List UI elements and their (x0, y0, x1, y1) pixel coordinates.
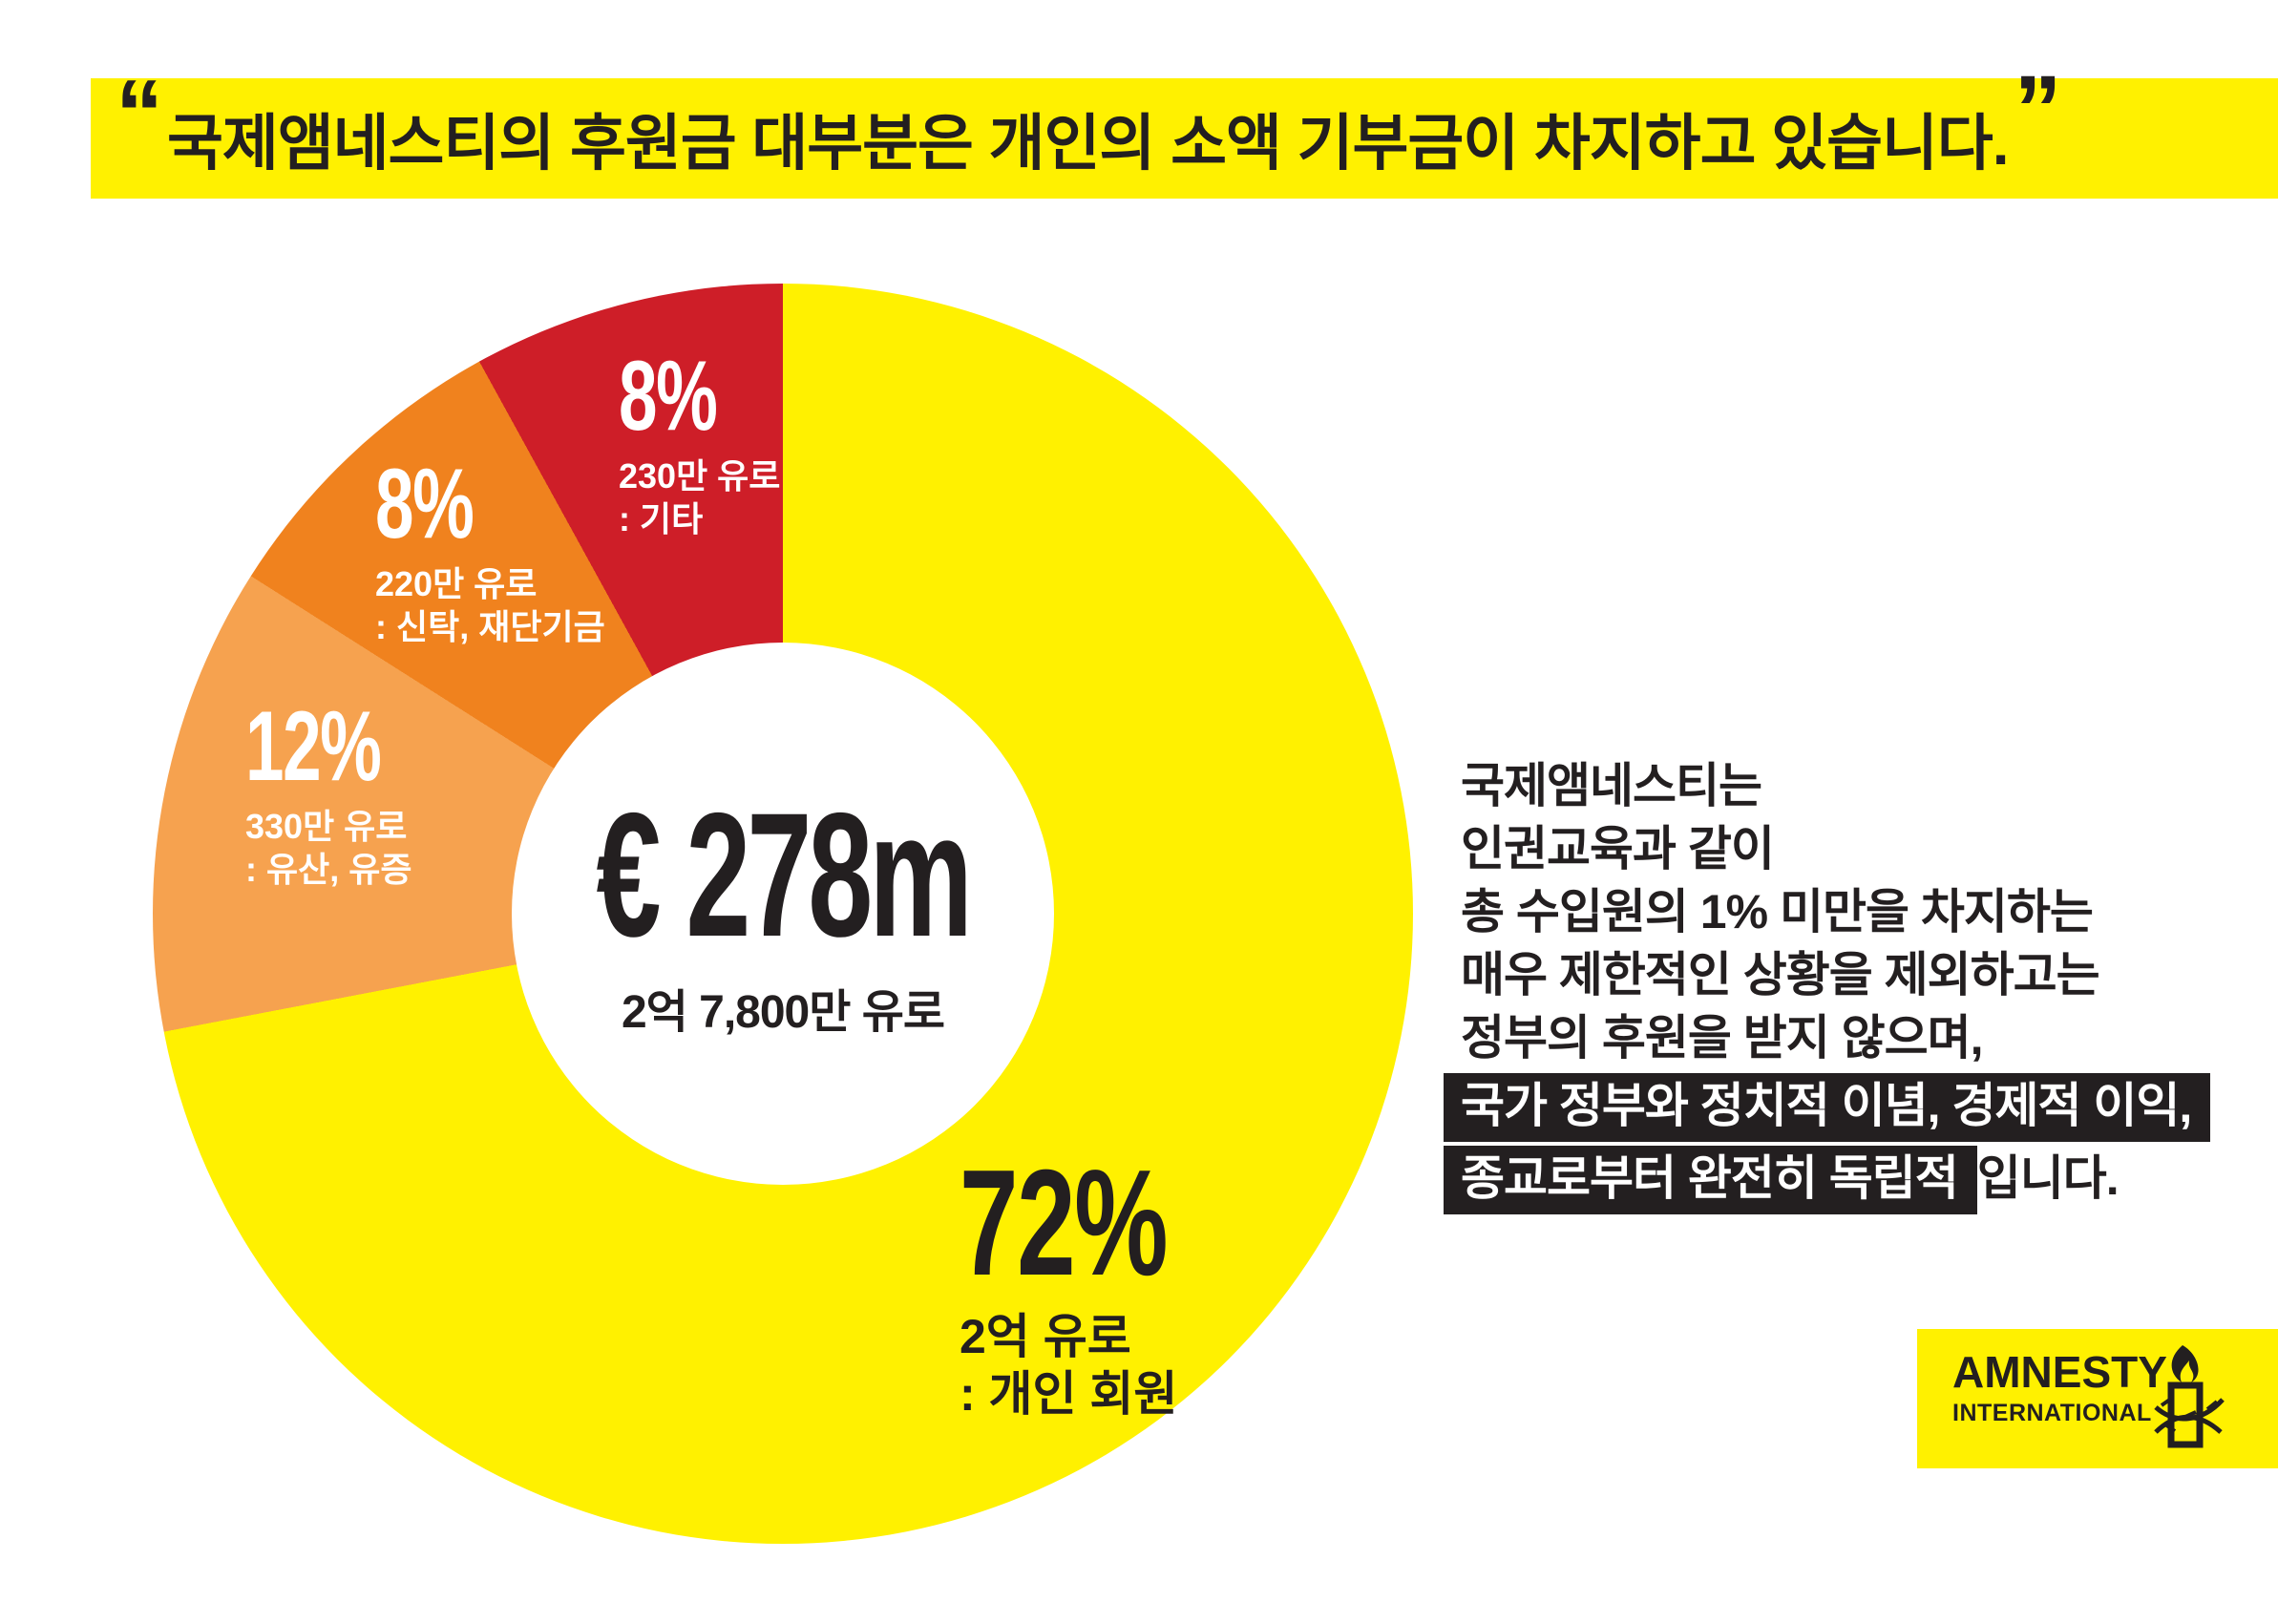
statement-text: 국제앰네스티는 인권교육과 같이 총 수입원의 1% 미만을 차지하는 매우 제… (1444, 754, 2278, 1214)
statement-line-1: 국제앰네스티는 (1461, 759, 1762, 812)
segment-members-category: : 개인 회원 (960, 1367, 1178, 1422)
segment-other-percent: 8% (619, 341, 718, 452)
segment-label-legacy: 12% 330만 유로 : 유산, 유증 (245, 691, 438, 891)
amnesty-logo: AMNESTY INTERNATIONAL (1917, 1329, 2278, 1468)
segment-trusts-percent: 8% (375, 449, 475, 559)
donut-center: € 278m 2억 7,800만 유로 (512, 643, 1054, 1185)
total-amount: € 278m (596, 776, 973, 974)
highlighted-text-2: 종교로부터 완전히 독립적 (1444, 1146, 1977, 1214)
candle-barbed-wire-icon (2154, 1345, 2225, 1448)
statement-line-5: 정부의 후원을 받지 않으며, (1461, 1011, 1984, 1065)
segment-legacy-percent: 12% (245, 691, 382, 802)
highlighted-text-1: 국가 정부와 정치적 이념, 경제적 이익, (1444, 1073, 2211, 1142)
donut-chart: 8% 230만 유로 : 기타 8% 220만 유로 : 신탁, 재단기금 12… (153, 284, 1413, 1544)
segment-members-percent: 72% (960, 1139, 1169, 1307)
segment-other-amount: 230만 유로 (619, 455, 781, 496)
highlight-tail-text: 입니다. (1976, 1151, 2120, 1205)
segment-label-members: 72% 2억 유로 : 개인 회원 (960, 1139, 1255, 1423)
amnesty-logo-subname: INTERNATIONAL (1952, 1400, 2152, 1426)
banner-quote-text: 국제앰네스티의 후원금 대부분은 개인의 소액 기부금이 차지하고 있습니다. (167, 109, 2010, 178)
amnesty-logo-name: AMNESTY (1952, 1347, 2167, 1397)
quote-banner: “ 국제앰네스티의 후원금 대부분은 개인의 소액 기부금이 차지하고 있습니다… (91, 62, 2278, 199)
segment-trusts-amount: 220만 유로 (375, 563, 538, 603)
statement-line-4: 매우 제한적인 상황을 제외하고는 (1461, 948, 2100, 1002)
statement-line-2: 인권교육과 같이 (1461, 822, 1775, 875)
statement-highlight-line-2: 종교로부터 완전히 독립적 입니다. (1444, 1146, 2278, 1214)
total-amount-korean: 2억 7,800만 유로 (621, 986, 945, 1038)
segment-label-other: 8% 230만 유로 : 기타 (619, 341, 781, 540)
amnesty-logo-text: AMNESTY INTERNATIONAL (1952, 1350, 2167, 1425)
segment-legacy-amount: 330만 유로 (245, 806, 408, 846)
statement-line-3: 총 수입원의 1% 미만을 차지하는 (1461, 885, 2094, 939)
segment-label-trusts: 8% 220만 유로 : 신탁, 재단기금 (375, 449, 605, 648)
statement-highlight-line-1: 국가 정부와 정치적 이념, 경제적 이익, (1444, 1073, 2278, 1142)
segment-trusts-category: : 신탁, 재단기금 (375, 606, 605, 646)
segment-other-category: : 기타 (619, 498, 704, 538)
segment-legacy-category: : 유산, 유증 (245, 849, 412, 889)
segment-members-amount: 2억 유로 (960, 1310, 1131, 1364)
